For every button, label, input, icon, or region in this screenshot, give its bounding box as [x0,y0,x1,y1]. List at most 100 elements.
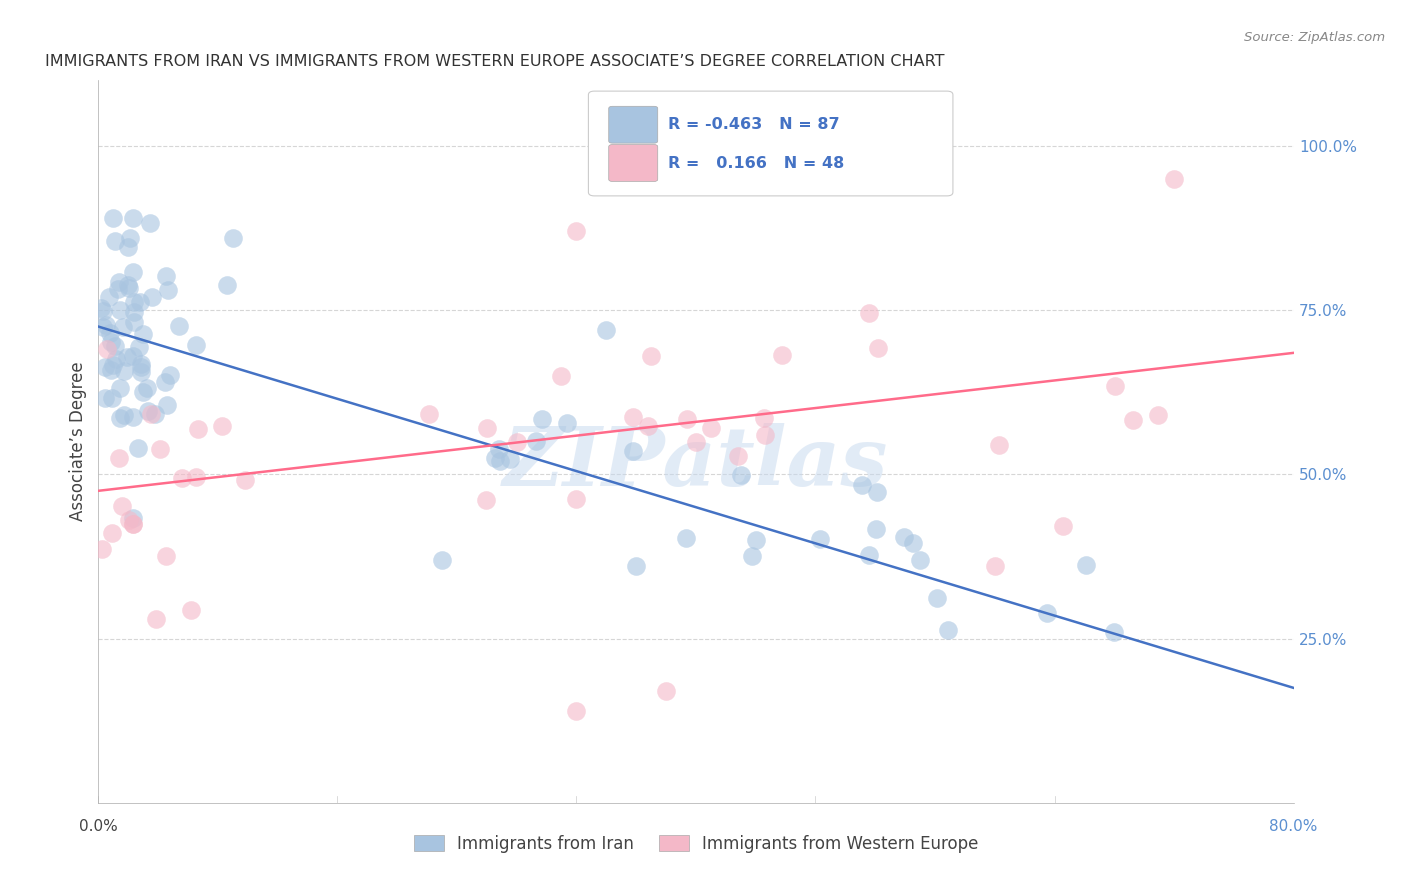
Point [564,491,586,506]
Point [484,451,506,466]
Point [132,384,155,399]
Point [91,320,114,334]
Point [754,410,776,425]
Point [621,409,644,424]
Point [128,340,150,354]
Point [122,516,145,531]
Point [101,525,124,540]
Point [851,478,873,492]
Point [122,265,145,279]
Point [555,417,578,431]
Point [156,398,179,412]
Point [1036,606,1059,620]
Point [637,419,659,434]
Point [136,404,159,418]
Point [107,451,129,466]
Point [91,303,114,318]
Point [640,349,662,363]
Point [96,343,118,357]
Point [475,421,498,435]
Point [121,349,143,363]
Point [104,351,127,366]
Point [834,139,856,153]
Point [215,278,238,293]
Point [107,282,129,296]
Point [754,428,776,442]
Point [112,408,135,422]
Point [626,559,648,574]
FancyBboxPatch shape [609,145,658,181]
Point [770,348,793,362]
Point [741,549,763,564]
Point [111,500,134,514]
Point [100,363,122,377]
Point [186,338,208,352]
Point [1147,409,1170,423]
Point [122,315,145,329]
Text: R =   0.166   N = 48: R = 0.166 N = 48 [668,155,845,170]
Point [131,326,153,341]
Point [112,319,135,334]
Point [108,410,131,425]
Point [121,511,143,525]
Point [122,410,145,425]
Point [117,278,139,293]
Y-axis label: Associate’s Degree: Associate’s Degree [69,362,87,521]
Point [655,684,678,698]
Point [93,360,115,375]
Point [506,434,529,449]
Point [180,603,202,617]
Text: 80.0%: 80.0% [1270,819,1317,834]
Point [104,339,127,353]
Point [475,493,498,508]
Point [128,295,150,310]
Point [115,350,138,364]
Point [167,319,190,334]
Point [499,451,522,466]
Point [903,536,925,550]
Point [121,211,143,226]
Point [127,441,149,455]
Point [129,359,152,374]
Point [100,334,122,349]
Point [621,443,644,458]
Point [730,468,752,483]
Point [927,591,949,606]
Point [103,211,125,226]
Point [727,450,749,464]
Point [1122,413,1144,427]
Point [108,381,131,395]
Point [117,240,139,254]
Point [550,368,572,383]
Point [98,290,121,304]
Point [172,471,194,485]
Point [155,549,177,563]
Point [108,303,131,318]
Point [595,323,617,337]
Point [524,434,547,449]
Point [129,365,152,379]
Point [488,442,510,457]
Point [222,231,245,245]
Point [156,283,179,297]
FancyBboxPatch shape [589,91,953,196]
Point [1104,625,1126,640]
Point [1163,171,1185,186]
Point [129,357,152,371]
Point [98,326,121,341]
Point [159,368,181,382]
Point [104,234,127,248]
Point [108,275,131,289]
Text: 0.0%: 0.0% [79,819,118,834]
Point [118,513,141,527]
Point [211,419,233,434]
Point [155,375,177,389]
Point [908,553,931,567]
Point [96,318,118,332]
Point [139,407,162,421]
Text: ZIPatlas: ZIPatlas [503,423,889,503]
Point [155,269,177,284]
Point [101,391,124,405]
Point [112,364,135,378]
FancyBboxPatch shape [609,106,658,143]
